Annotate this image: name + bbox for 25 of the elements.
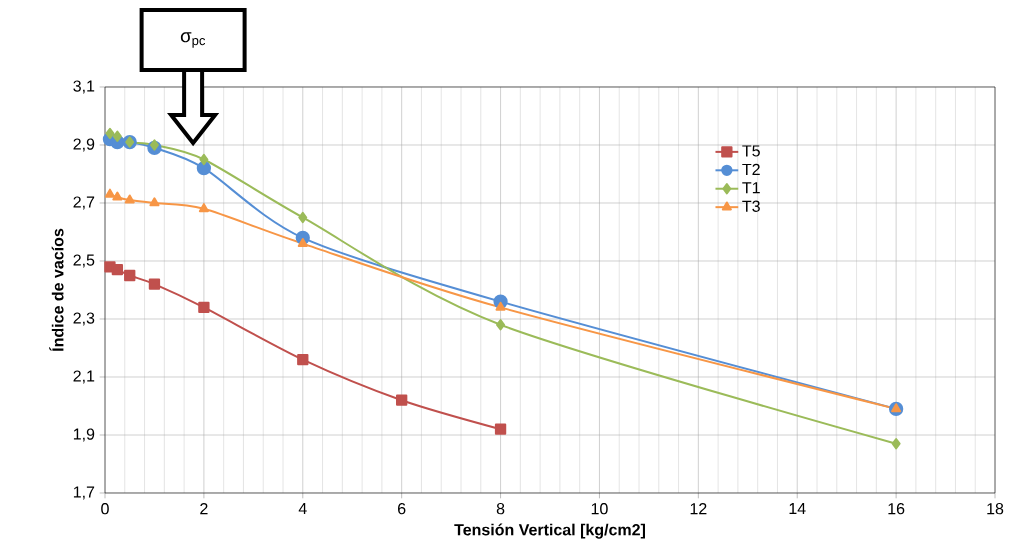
legend-label: T3 xyxy=(742,200,760,212)
x-tick-label: 10 xyxy=(591,503,608,515)
y-tick-label: 2,1 xyxy=(73,370,95,384)
x-tick-label: 18 xyxy=(987,503,1004,515)
y-tick-label: 2,5 xyxy=(73,254,95,268)
legend-label: T1 xyxy=(742,182,760,194)
y-tick-label: 3,1 xyxy=(73,80,95,94)
y-tick-label: 2,3 xyxy=(73,312,95,326)
x-tick-label: 6 xyxy=(398,503,406,515)
y-axis-title: Índice de vacíos xyxy=(49,228,64,352)
x-tick-label: 0 xyxy=(101,503,109,515)
y-tick-label: 1,9 xyxy=(73,428,95,442)
x-tick-label: 8 xyxy=(496,503,505,515)
x-tick-label: 16 xyxy=(888,503,905,515)
legend-label: T5 xyxy=(742,145,760,157)
y-tick-label: 2,7 xyxy=(73,196,95,210)
y-tick-label: 2,9 xyxy=(73,138,95,152)
x-axis-title: Tensión Vertical [kg/cm2] xyxy=(454,523,645,539)
legend-label: T2 xyxy=(742,163,760,175)
x-tick-label: 4 xyxy=(298,503,307,515)
x-tick-label: 2 xyxy=(200,503,208,515)
x-tick-label: 14 xyxy=(789,503,806,515)
x-tick-label: 12 xyxy=(690,503,707,515)
text: σ$_{pc}$ xyxy=(180,32,206,48)
y-tick-label: 1,7 xyxy=(73,486,95,500)
